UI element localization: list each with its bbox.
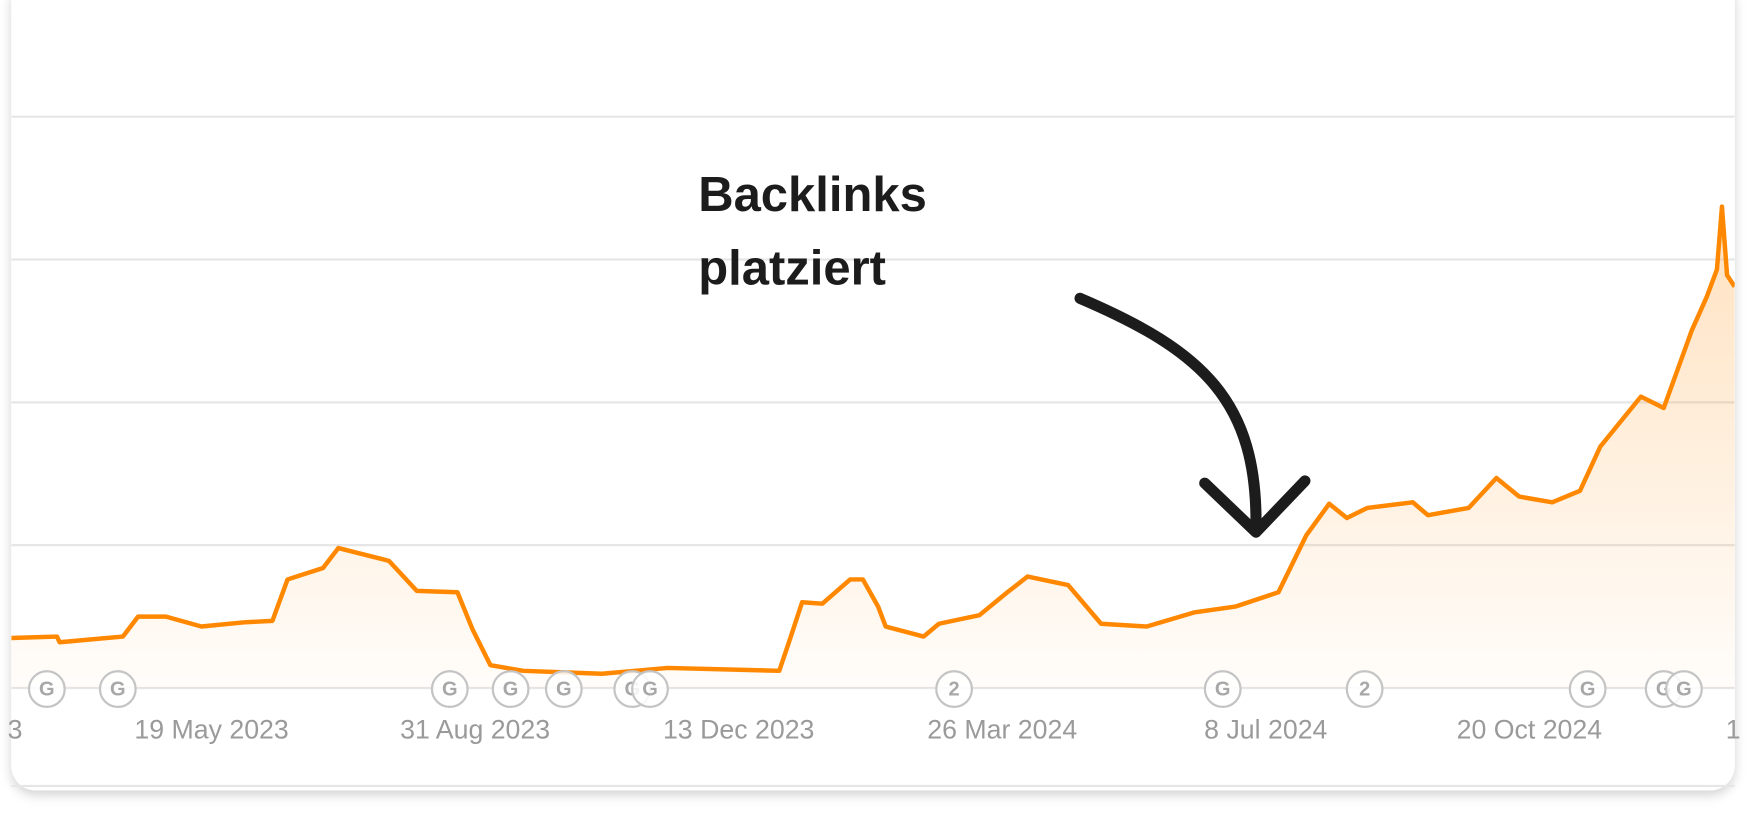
plot (11, 115, 1735, 690)
event-marker (1345, 670, 1384, 709)
event-label: G (39, 679, 55, 701)
area (11, 206, 1735, 688)
event-marker (1665, 670, 1703, 709)
event-label: G (556, 679, 572, 701)
event-marker (935, 670, 974, 709)
x-tick-label: 26 Mar 2024 (927, 714, 1077, 744)
event-label: G (1676, 679, 1692, 701)
event-marker (98, 670, 137, 709)
event-marker (27, 670, 66, 709)
event-label: G (642, 679, 658, 701)
event-label: G (110, 679, 126, 701)
event-label: G (1580, 679, 1596, 701)
event-label: G (442, 679, 458, 701)
event-marker (1568, 670, 1607, 709)
x-tick-label: 3 (8, 714, 23, 744)
x-tick-label: 13 Dec 2023 (663, 714, 814, 744)
arrow-head (1199, 475, 1311, 538)
event-label: G (503, 679, 519, 701)
event-label: G (1215, 679, 1231, 701)
event-marker (491, 670, 530, 709)
x-tick-label: 20 Oct 2024 (1457, 714, 1603, 744)
event-marker (1203, 670, 1242, 709)
x-tick-label: 8 Jul 2024 (1204, 714, 1327, 744)
x-tick-label: 31 Aug 2023 (400, 714, 550, 744)
event-marker (631, 670, 669, 709)
event-marker (544, 670, 583, 709)
event-label: 2 (949, 679, 960, 701)
x-tick-label: 19 May 2023 (134, 714, 288, 744)
arrow (1074, 292, 1262, 535)
x-tick-label: 1 (1726, 714, 1741, 744)
annotation: Backlinks (698, 168, 927, 222)
event-marker (430, 670, 469, 709)
annotation: platziert (698, 242, 886, 296)
event-label: 2 (1359, 679, 1370, 701)
line (11, 204, 1735, 676)
